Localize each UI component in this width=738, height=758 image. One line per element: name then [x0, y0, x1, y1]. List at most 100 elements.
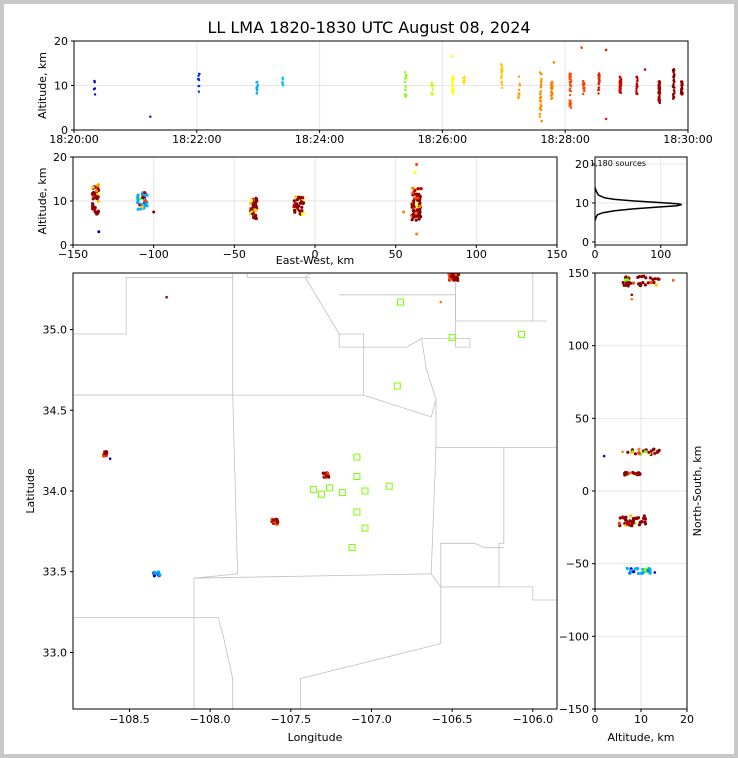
lightning-source-point	[540, 100, 543, 103]
lightning-source-point	[517, 95, 520, 99]
lightning-source-point	[671, 279, 675, 282]
county-border	[193, 447, 437, 579]
lightning-source-point	[300, 209, 304, 213]
lma-station-marker	[326, 484, 333, 492]
lightning-source-point	[642, 514, 647, 518]
x-tick-label: 0	[592, 248, 599, 261]
lightning-source-point	[550, 80, 554, 84]
y-tick-label: 10	[54, 80, 68, 93]
lightning-source-point	[272, 518, 276, 522]
lightning-source-point	[679, 88, 683, 91]
lightning-source-point	[550, 87, 553, 90]
lightning-source-point	[298, 209, 302, 213]
lightning-source-point	[255, 92, 258, 95]
lightning-source-point	[295, 205, 299, 209]
lightning-source-point	[652, 447, 656, 451]
lightning-source-point	[404, 88, 407, 92]
altitude-time-frame	[73, 40, 689, 131]
lightning-source-point	[647, 450, 651, 454]
lightning-source-point	[418, 207, 422, 212]
lightning-source-point	[300, 205, 304, 209]
lightning-source-point	[604, 117, 608, 121]
lightning-source-point	[635, 471, 639, 475]
lightning-source-point	[621, 281, 625, 285]
lma-station-marker	[361, 524, 369, 532]
lightning-source-point	[404, 85, 407, 88]
altitude-eastwest-frame	[72, 156, 558, 246]
lightning-source-point	[93, 93, 97, 96]
lightning-source-point	[617, 521, 621, 525]
lightning-source-point	[622, 516, 626, 520]
lightning-source-point	[255, 81, 258, 84]
lightning-source-point	[672, 89, 676, 92]
source-count-label: 1,180 sources	[590, 159, 646, 168]
lightning-source-point	[657, 91, 660, 95]
lightning-source-point	[569, 99, 572, 102]
y-tick-label: 20	[575, 158, 589, 171]
lightning-source-point	[97, 230, 101, 234]
lightning-source-point	[136, 207, 140, 211]
x-tick-label: 50	[389, 248, 403, 261]
lightning-source-point	[404, 77, 407, 80]
lightning-source-point	[539, 112, 542, 116]
lightning-source-point	[550, 96, 554, 100]
x-tick-label: 0	[312, 248, 319, 261]
x-tick-label: −107.5	[270, 713, 311, 726]
county-border	[435, 399, 557, 448]
lightning-source-point	[292, 199, 296, 203]
lightning-source-point	[96, 184, 100, 188]
y-tick-label: 33.0	[43, 646, 68, 659]
lightning-source-point	[197, 74, 200, 78]
x-tick-label: −108.0	[190, 713, 231, 726]
lightning-source-point	[648, 571, 652, 575]
lightning-source-point	[649, 280, 653, 285]
lightning-source-point	[569, 83, 572, 86]
y-tick-label: −50	[566, 558, 589, 571]
lightning-source-point	[658, 87, 662, 90]
lightning-source-point	[501, 69, 504, 72]
lightning-source-point	[517, 92, 521, 95]
lightning-source-point	[638, 472, 642, 476]
lightning-source-point	[91, 185, 95, 189]
lma-station-marker	[353, 473, 361, 480]
x-tick-label: −100	[139, 248, 169, 261]
lightning-source-point	[568, 102, 571, 105]
lightning-source-point	[281, 82, 284, 86]
lightning-source-point	[597, 86, 601, 89]
lightning-source-point	[623, 473, 627, 477]
lightning-source-point	[636, 516, 641, 520]
lightning-source-point	[635, 82, 638, 85]
lightning-source-point	[648, 567, 652, 572]
lightning-source-point	[618, 85, 621, 88]
x-tick-label: −150	[58, 248, 88, 261]
lightning-source-point	[415, 232, 419, 236]
y-axis-label: Latitude	[24, 468, 37, 514]
lightning-source-point	[583, 86, 586, 89]
lightning-source-point	[403, 71, 407, 74]
lightning-source-point	[140, 205, 144, 209]
lightning-source-point	[414, 218, 418, 222]
lightning-source-point	[552, 61, 556, 64]
x-axis-label: East-West, km	[276, 254, 354, 267]
lightning-source-point	[500, 81, 503, 84]
lightning-source-point	[619, 91, 622, 94]
y-tick-label: 34.0	[43, 485, 68, 498]
lightning-source-point	[517, 75, 521, 78]
lightning-source-point	[418, 204, 422, 208]
lightning-source-point	[568, 75, 571, 79]
lightning-source-point	[539, 85, 543, 89]
y-axis-label: North-South, km	[691, 446, 704, 537]
lightning-source-point	[538, 115, 541, 118]
lightning-source-point	[604, 48, 608, 52]
lightning-source-point	[568, 78, 571, 81]
lma-station-marker	[361, 487, 369, 495]
plan-view-panel: −108.5 −108.0 −107.5 −107.0 −106.5 −106.0 33.0…	[24, 272, 558, 744]
lightning-source-point	[254, 216, 258, 220]
lightning-source-point	[300, 200, 304, 204]
altitude-histogram-panel: 0 100 0 10 20 1,180 sources	[575, 156, 688, 261]
lightning-source-point	[618, 516, 622, 520]
lightning-source-point	[658, 94, 661, 97]
county-border	[73, 273, 234, 335]
lightning-source-point	[141, 195, 145, 200]
lightning-source-point	[410, 203, 414, 207]
